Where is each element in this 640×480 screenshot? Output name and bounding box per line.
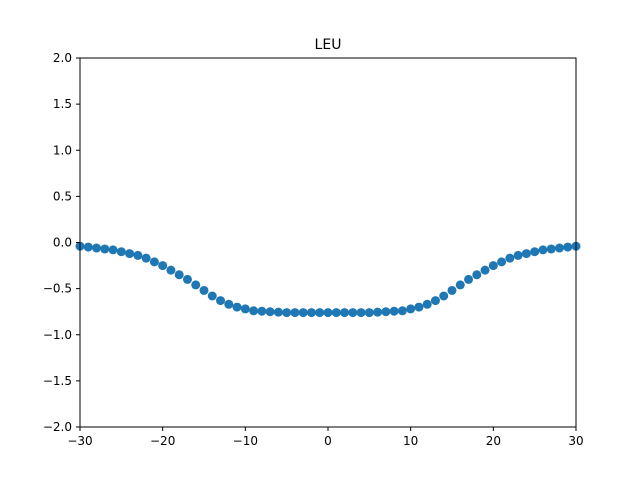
data-point xyxy=(207,291,217,301)
data-points xyxy=(75,241,581,318)
data-point xyxy=(141,253,151,263)
data-point xyxy=(182,274,192,284)
data-point xyxy=(282,308,292,318)
data-point xyxy=(306,308,316,318)
y-axis: −2.0 −1.5 −1.0 −0.5 0.0 0.5 1.0 1.5 2.0 xyxy=(43,51,80,434)
x-axis: −30 −20 −10 0 10 20 30 xyxy=(67,427,584,448)
x-tick-label: −30 xyxy=(67,434,92,448)
data-point xyxy=(92,243,102,253)
data-point xyxy=(83,242,93,252)
y-tick-label: −1.5 xyxy=(43,374,72,388)
data-point xyxy=(158,261,168,271)
data-point xyxy=(348,308,358,318)
data-point xyxy=(505,253,515,263)
data-point xyxy=(430,296,440,306)
data-point xyxy=(149,257,159,267)
data-point xyxy=(298,308,308,318)
y-tick-label: 1.5 xyxy=(53,97,72,111)
data-point xyxy=(381,307,391,317)
data-point xyxy=(257,306,267,316)
data-point xyxy=(356,308,366,318)
x-tick-label: 30 xyxy=(568,434,583,448)
data-point xyxy=(116,247,126,257)
x-tick-label: −20 xyxy=(150,434,175,448)
data-point xyxy=(125,249,135,259)
data-point xyxy=(273,307,283,317)
data-point xyxy=(538,245,548,255)
data-point xyxy=(513,250,523,260)
y-tick-label: 2.0 xyxy=(53,51,72,65)
data-point xyxy=(331,308,341,318)
x-tick-label: 20 xyxy=(486,434,501,448)
data-point xyxy=(364,308,374,318)
data-point xyxy=(340,308,350,318)
y-tick-label: −2.0 xyxy=(43,420,72,434)
data-point xyxy=(397,306,407,316)
y-tick-label: −1.0 xyxy=(43,328,72,342)
data-point xyxy=(191,280,201,290)
data-point xyxy=(455,280,465,290)
x-tick-label: −10 xyxy=(233,434,258,448)
data-point xyxy=(216,296,226,306)
data-point xyxy=(497,257,507,267)
data-point xyxy=(521,249,531,259)
data-point xyxy=(546,244,556,254)
y-tick-label: −0.5 xyxy=(43,282,72,296)
data-point xyxy=(174,270,184,280)
y-tick-label: 1.0 xyxy=(53,143,72,157)
data-point xyxy=(323,308,333,318)
data-point xyxy=(199,285,209,295)
data-point xyxy=(315,308,325,318)
data-point xyxy=(224,299,234,309)
data-point xyxy=(406,304,416,314)
data-point xyxy=(414,302,424,312)
data-point xyxy=(563,242,573,252)
data-point xyxy=(439,291,449,301)
data-point xyxy=(373,307,383,317)
data-point xyxy=(249,306,259,316)
data-point xyxy=(240,304,250,314)
data-point xyxy=(488,261,498,271)
y-tick-label: 0.0 xyxy=(53,236,72,250)
y-tick-label: 0.5 xyxy=(53,189,72,203)
data-point xyxy=(133,250,143,260)
data-point xyxy=(166,265,176,275)
data-point xyxy=(530,247,540,257)
data-point xyxy=(290,308,300,318)
data-point xyxy=(100,244,110,254)
chart-title: LEU xyxy=(315,37,342,53)
data-point xyxy=(422,299,432,309)
data-point xyxy=(447,285,457,295)
data-point xyxy=(108,245,118,255)
data-point xyxy=(554,243,564,253)
x-tick-label: 10 xyxy=(403,434,418,448)
data-point xyxy=(472,270,482,280)
data-point xyxy=(480,265,490,275)
data-point xyxy=(464,274,474,284)
data-point xyxy=(389,306,399,316)
x-tick-label: 0 xyxy=(324,434,332,448)
data-point xyxy=(232,302,242,312)
data-point xyxy=(265,307,275,317)
